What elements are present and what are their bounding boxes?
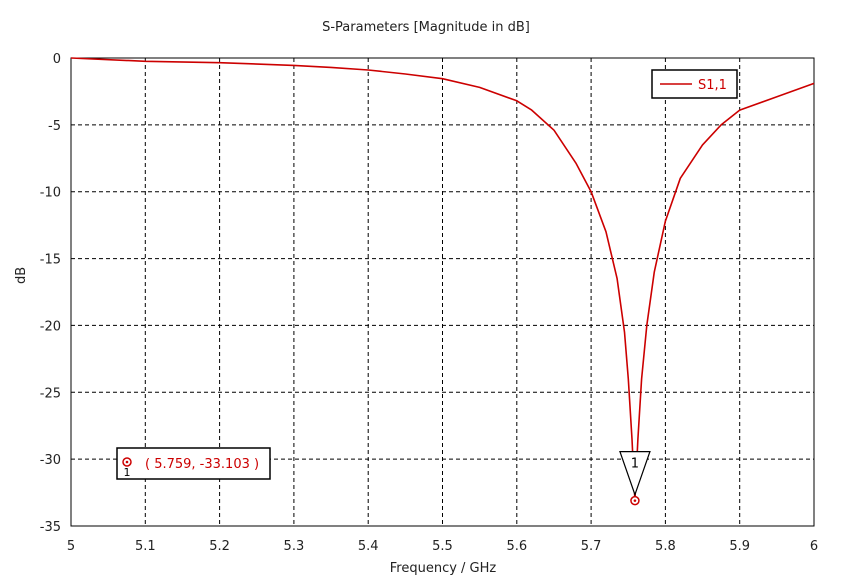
marker-id-label: 1 — [631, 457, 639, 472]
x-tick-label: 5.3 — [284, 539, 305, 554]
series-line-s11 — [70, 57, 815, 502]
readout-marker-id: 1 — [124, 466, 131, 479]
x-tick-label: 5 — [67, 539, 75, 554]
legend: S1,1 — [651, 69, 738, 99]
readout-text: ( 5.759, -33.103 ) — [145, 457, 259, 472]
x-tick-label: 5.8 — [655, 539, 676, 554]
y-tick-label: -10 — [40, 186, 61, 201]
y-tick-label: -15 — [40, 253, 61, 268]
x-tick-label: 5.2 — [209, 539, 230, 554]
readout-marker-dot — [125, 460, 129, 464]
marker-triangle — [619, 451, 651, 497]
y-tick-label: -20 — [40, 319, 61, 334]
x-tick-label: 5.7 — [581, 539, 602, 554]
x-tick-label: 5.4 — [358, 539, 379, 554]
tick-labels: 5 5.1 5.2 5.3 5.4 5.5 5.6 5.7 5.8 5.9 6 0 -5 -10 -15 -2… — [40, 52, 818, 554]
legend-label: S1,1 — [698, 78, 727, 93]
y-tick-label: -25 — [40, 386, 61, 401]
curve-layer — [70, 57, 815, 502]
x-tick-label: 5.6 — [506, 539, 527, 554]
x-axis-label: Frequency / GHz — [389, 561, 497, 576]
y-tick-label: -30 — [40, 453, 61, 468]
marker-readout-box: 1 ( 5.759, -33.103 ) — [116, 447, 271, 480]
chart-title: S-Parameters [Magnitude in dB] — [322, 20, 530, 35]
marker-point-center — [633, 499, 637, 502]
y-tick-label: -35 — [40, 520, 61, 535]
x-tick-label: 5.1 — [135, 539, 156, 554]
x-tick-label: 6 — [810, 539, 818, 554]
y-tick-label: -5 — [48, 119, 61, 134]
x-tick-label: 5.9 — [729, 539, 750, 554]
y-tick-label: 0 — [53, 52, 61, 67]
readout-box — [116, 447, 271, 480]
x-tick-label: 5.5 — [432, 539, 453, 554]
marker-layer: 1 — [619, 451, 651, 506]
